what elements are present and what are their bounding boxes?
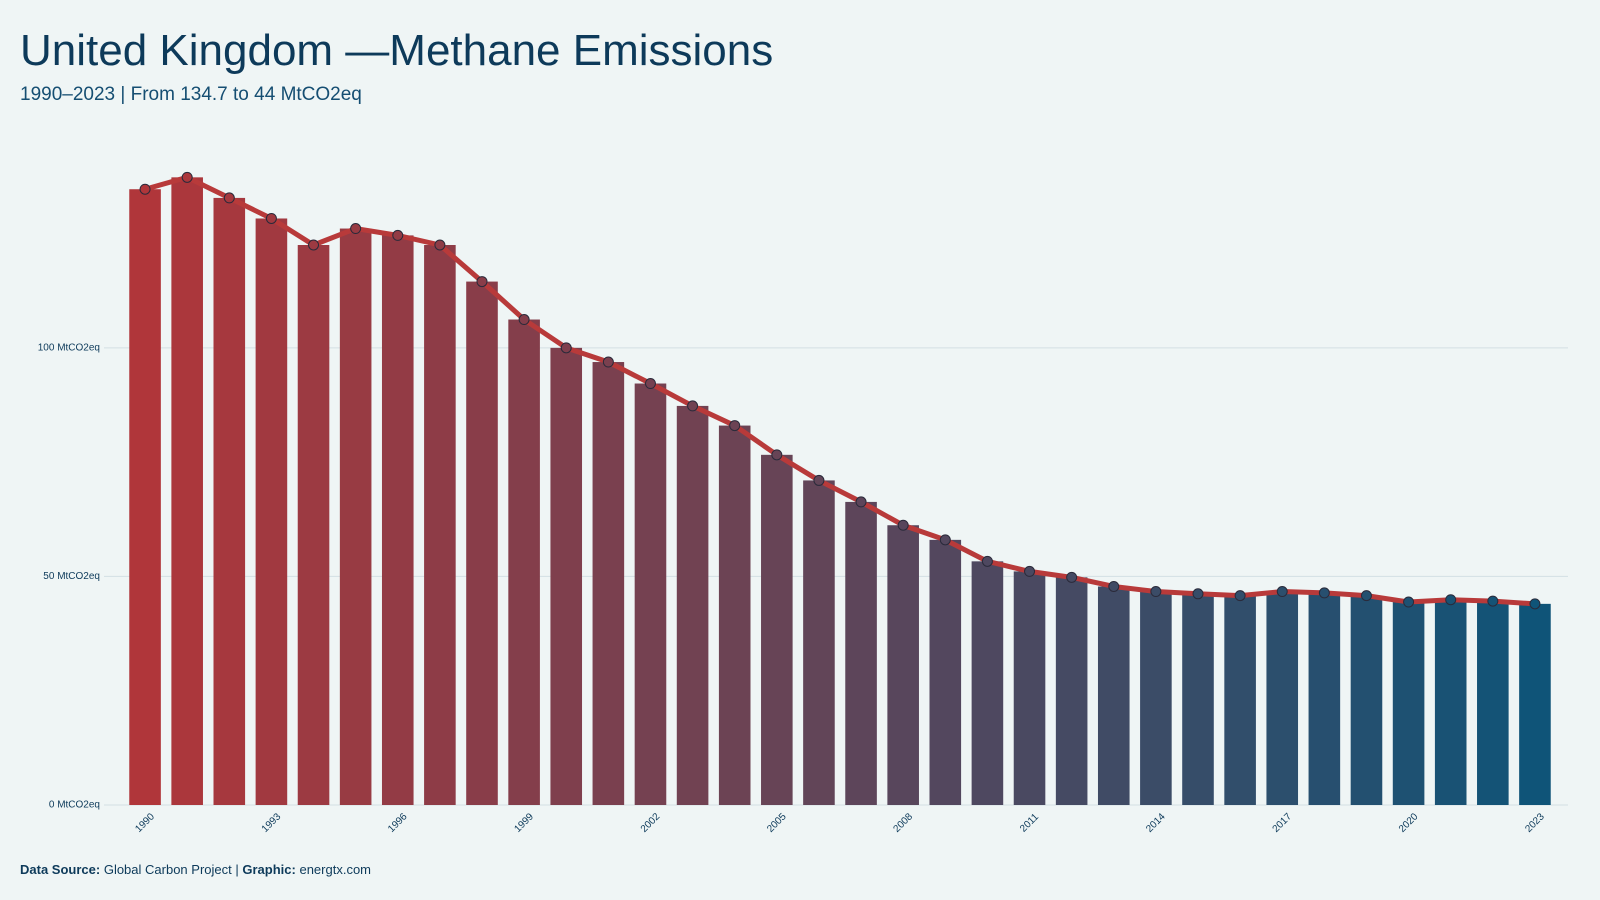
bar bbox=[1224, 595, 1256, 805]
point bbox=[813, 474, 825, 486]
point bbox=[434, 239, 446, 251]
bar bbox=[845, 501, 877, 805]
point bbox=[1445, 594, 1457, 606]
bar bbox=[803, 480, 835, 805]
point bbox=[1403, 596, 1415, 608]
x-tick-label: 2017 bbox=[1271, 811, 1295, 835]
point bbox=[1318, 587, 1330, 599]
point bbox=[1276, 586, 1288, 598]
point bbox=[1108, 580, 1120, 592]
chart-subtitle: 1990–2023 | From 134.7 to 44 MtCO2eq bbox=[20, 84, 362, 105]
bar bbox=[1477, 601, 1509, 805]
bar bbox=[381, 235, 414, 805]
point bbox=[855, 496, 867, 508]
bar bbox=[466, 281, 498, 806]
source-label: Data Source: bbox=[20, 862, 100, 877]
graphic: energtx.com bbox=[299, 862, 371, 877]
x-tick-label: 2002 bbox=[639, 811, 663, 835]
bar bbox=[971, 561, 1004, 805]
bar bbox=[508, 319, 540, 805]
bar bbox=[1013, 571, 1046, 805]
chart-title: United Kingdom —Methane Emissions bbox=[20, 26, 773, 75]
x-tick-label: 2020 bbox=[1397, 811, 1421, 835]
point bbox=[981, 555, 993, 567]
point bbox=[644, 378, 656, 390]
bar bbox=[339, 228, 372, 806]
bar bbox=[929, 539, 962, 805]
point bbox=[1529, 598, 1541, 610]
point bbox=[1192, 588, 1204, 600]
bar bbox=[1266, 591, 1299, 805]
bar bbox=[297, 245, 330, 805]
point bbox=[1234, 590, 1246, 602]
x-tick-label: 1996 bbox=[386, 811, 410, 835]
point bbox=[139, 183, 151, 195]
point bbox=[1487, 595, 1499, 607]
point bbox=[350, 223, 362, 235]
x-tick-label: 2005 bbox=[765, 811, 789, 835]
bar bbox=[129, 189, 161, 805]
y-tick-label: 50 MtCO2eq bbox=[43, 571, 100, 582]
point bbox=[560, 342, 572, 354]
bar bbox=[171, 177, 203, 806]
footer: Data Source: Global Carbon Project | Gra… bbox=[20, 862, 371, 877]
point bbox=[518, 314, 530, 326]
graphic-label: Graphic: bbox=[242, 862, 295, 877]
bar bbox=[1350, 595, 1383, 805]
separator: | bbox=[235, 862, 238, 877]
point bbox=[897, 519, 909, 531]
bar bbox=[213, 197, 246, 805]
bar bbox=[550, 347, 583, 805]
line bbox=[144, 174, 1536, 607]
point bbox=[602, 356, 614, 368]
bar bbox=[676, 405, 709, 805]
x-tick-label: 2011 bbox=[1018, 811, 1041, 834]
point bbox=[771, 449, 783, 461]
y-tick-label: 0 MtCO2eq bbox=[49, 800, 100, 811]
point bbox=[308, 239, 320, 251]
bar bbox=[1434, 599, 1467, 805]
point bbox=[939, 534, 951, 546]
x-tick-label: 1993 bbox=[260, 811, 284, 835]
point bbox=[1360, 590, 1372, 602]
bar bbox=[887, 525, 919, 805]
point bbox=[729, 420, 741, 432]
point bbox=[223, 192, 235, 204]
point bbox=[1024, 565, 1036, 577]
x-tick-label: 1999 bbox=[512, 811, 536, 835]
bar bbox=[634, 383, 667, 805]
bar bbox=[1055, 577, 1088, 805]
bar bbox=[1182, 593, 1214, 805]
bar bbox=[761, 454, 793, 805]
source: Global Carbon Project bbox=[104, 862, 232, 877]
bar bbox=[1392, 602, 1425, 805]
x-tick-label: 2008 bbox=[892, 811, 916, 835]
bar bbox=[1097, 586, 1130, 805]
point bbox=[1066, 571, 1078, 583]
bar bbox=[424, 245, 456, 805]
bar bbox=[592, 362, 625, 805]
point bbox=[687, 400, 699, 412]
point bbox=[1150, 586, 1162, 598]
point bbox=[181, 171, 193, 183]
y-tick-label: 100 MtCO2eq bbox=[38, 342, 100, 353]
x-tick-label: 1990 bbox=[133, 811, 157, 835]
bar bbox=[718, 425, 751, 805]
bar bbox=[1140, 591, 1172, 805]
point bbox=[476, 276, 488, 288]
x-tick-label: 2023 bbox=[1523, 811, 1547, 835]
bar bbox=[1308, 592, 1341, 805]
bar bbox=[255, 218, 288, 805]
point bbox=[392, 229, 404, 241]
point bbox=[265, 212, 277, 224]
x-tick-label: 2014 bbox=[1144, 811, 1168, 835]
bar bbox=[1519, 603, 1551, 805]
